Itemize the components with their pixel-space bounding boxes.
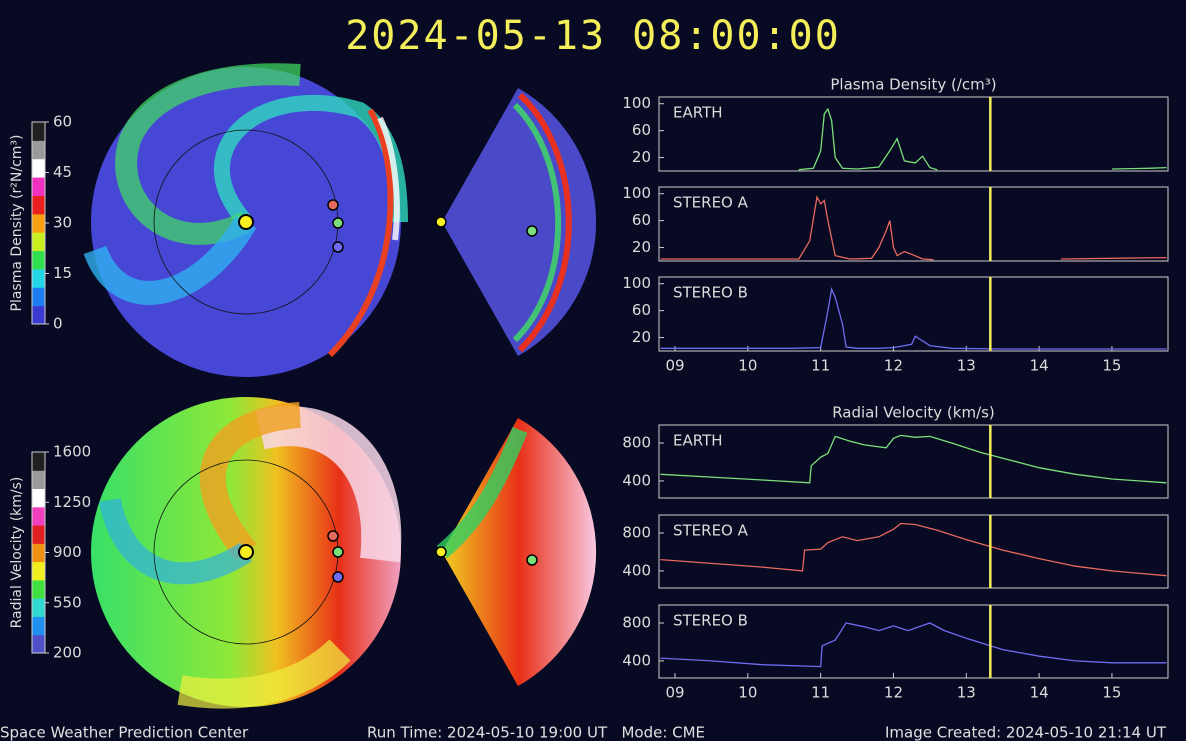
colorbar-tick-label: 1600 <box>53 443 91 461</box>
panel-frame <box>658 96 1169 172</box>
colorbar-tick-label: 15 <box>53 264 72 282</box>
panel-frame <box>658 514 1169 589</box>
velocity-model <box>91 397 597 709</box>
x-tick-label: 13 <box>957 684 976 702</box>
colorbar-segment <box>32 140 45 160</box>
x-tick-label: 09 <box>665 684 684 702</box>
series-label: STEREO A <box>673 194 749 212</box>
y-tick-label: 400 <box>622 561 651 579</box>
colorbar-segment <box>32 616 45 636</box>
colorbar-tick-label: 30 <box>53 214 72 232</box>
series-line <box>660 286 1167 350</box>
panel-title: Plasma Density (/cm³) <box>830 76 996 94</box>
colorbar-segment <box>32 488 45 508</box>
x-tick-label: 13 <box>957 357 976 375</box>
colorbar-tick-label: 900 <box>53 543 82 561</box>
x-tick-label: 11 <box>811 357 830 375</box>
series-label: STEREO B <box>673 612 748 630</box>
series-label: STEREO A <box>673 522 749 540</box>
colorbar-segment <box>32 579 45 599</box>
series-label: STEREO B <box>673 284 748 302</box>
x-tick-label: 12 <box>884 684 903 702</box>
colorbar-segment <box>32 250 45 270</box>
colorbar-segment <box>32 195 45 215</box>
y-tick-label: 400 <box>622 651 651 669</box>
series-line <box>660 522 1167 577</box>
colorbar-tick-label: 60 <box>53 113 72 131</box>
y-tick-label: 100 <box>622 94 651 112</box>
x-tick-label: 15 <box>1102 684 1121 702</box>
y-tick-label: 20 <box>632 148 651 166</box>
colorbar-segment <box>32 122 45 141</box>
colorbar-segment <box>32 561 45 581</box>
x-tick-label: 09 <box>665 357 684 375</box>
colorbar-segment <box>32 268 45 288</box>
colorbar-segment <box>32 598 45 617</box>
colorbar-tick-label: 45 <box>53 163 72 181</box>
y-tick-label: 60 <box>632 211 651 229</box>
panel-frame <box>658 604 1169 679</box>
y-tick-label: 400 <box>622 471 651 489</box>
colorbar-segment <box>32 213 45 233</box>
y-tick-label: 100 <box>622 184 651 202</box>
series-line <box>660 195 1167 261</box>
colorbar-segment <box>32 470 45 490</box>
colorbar-segment <box>32 525 45 544</box>
series-label: EARTH <box>673 432 723 450</box>
colorbar-segment <box>32 177 45 196</box>
colorbar-segment <box>32 506 45 526</box>
x-tick-label: 10 <box>738 357 757 375</box>
density-model <box>83 63 597 377</box>
colorbar-segment <box>32 305 45 325</box>
colorbar-label: Plasma Density (r²N/cm³) <box>9 135 25 312</box>
colorbar-segment <box>32 634 45 654</box>
colorbar-tick-label: 0 <box>53 315 63 333</box>
colorbar-tick-label: 1250 <box>53 493 91 511</box>
y-tick-label: 800 <box>622 614 651 632</box>
page-title: 2024-05-13 08:00:00 <box>345 13 841 59</box>
y-tick-label: 20 <box>632 328 651 346</box>
y-tick-label: 800 <box>622 524 651 542</box>
series-line <box>798 107 1167 171</box>
panel-frame <box>658 424 1169 499</box>
colorbar-segment <box>32 158 45 178</box>
colorbar-segment <box>32 232 45 252</box>
y-tick-label: 60 <box>632 301 651 319</box>
x-tick-label: 11 <box>811 684 830 702</box>
y-tick-label: 20 <box>632 238 651 256</box>
panel-frame <box>658 276 1169 352</box>
x-tick-label: 14 <box>1030 357 1049 375</box>
x-tick-label: 15 <box>1102 357 1121 375</box>
y-tick-label: 60 <box>632 121 651 139</box>
footer-left: Space Weather Prediction Center <box>0 724 249 741</box>
series-line <box>660 622 1167 668</box>
colorbar-tick-label: 200 <box>53 644 82 662</box>
panel-frame <box>658 186 1169 262</box>
footer-middle: Run Time: 2024-05-10 19:00 UT Mode: CME <box>367 724 705 741</box>
colorbar-segment <box>32 287 45 307</box>
y-tick-label: 800 <box>622 434 651 452</box>
colorbar-segment <box>32 543 45 563</box>
colorbar-tick-label: 550 <box>53 593 82 611</box>
footer-right: Image Created: 2024-05-10 21:14 UT <box>885 724 1167 741</box>
colorbar-label: Radial Velocity (km/s) <box>9 477 25 629</box>
panel-title: Radial Velocity (km/s) <box>832 404 995 422</box>
colorbar-segment <box>32 452 45 471</box>
series-line <box>660 434 1167 484</box>
x-tick-label: 12 <box>884 357 903 375</box>
y-tick-label: 100 <box>622 274 651 292</box>
series-label: EARTH <box>673 104 723 122</box>
x-tick-label: 14 <box>1030 684 1049 702</box>
x-tick-label: 10 <box>738 684 757 702</box>
